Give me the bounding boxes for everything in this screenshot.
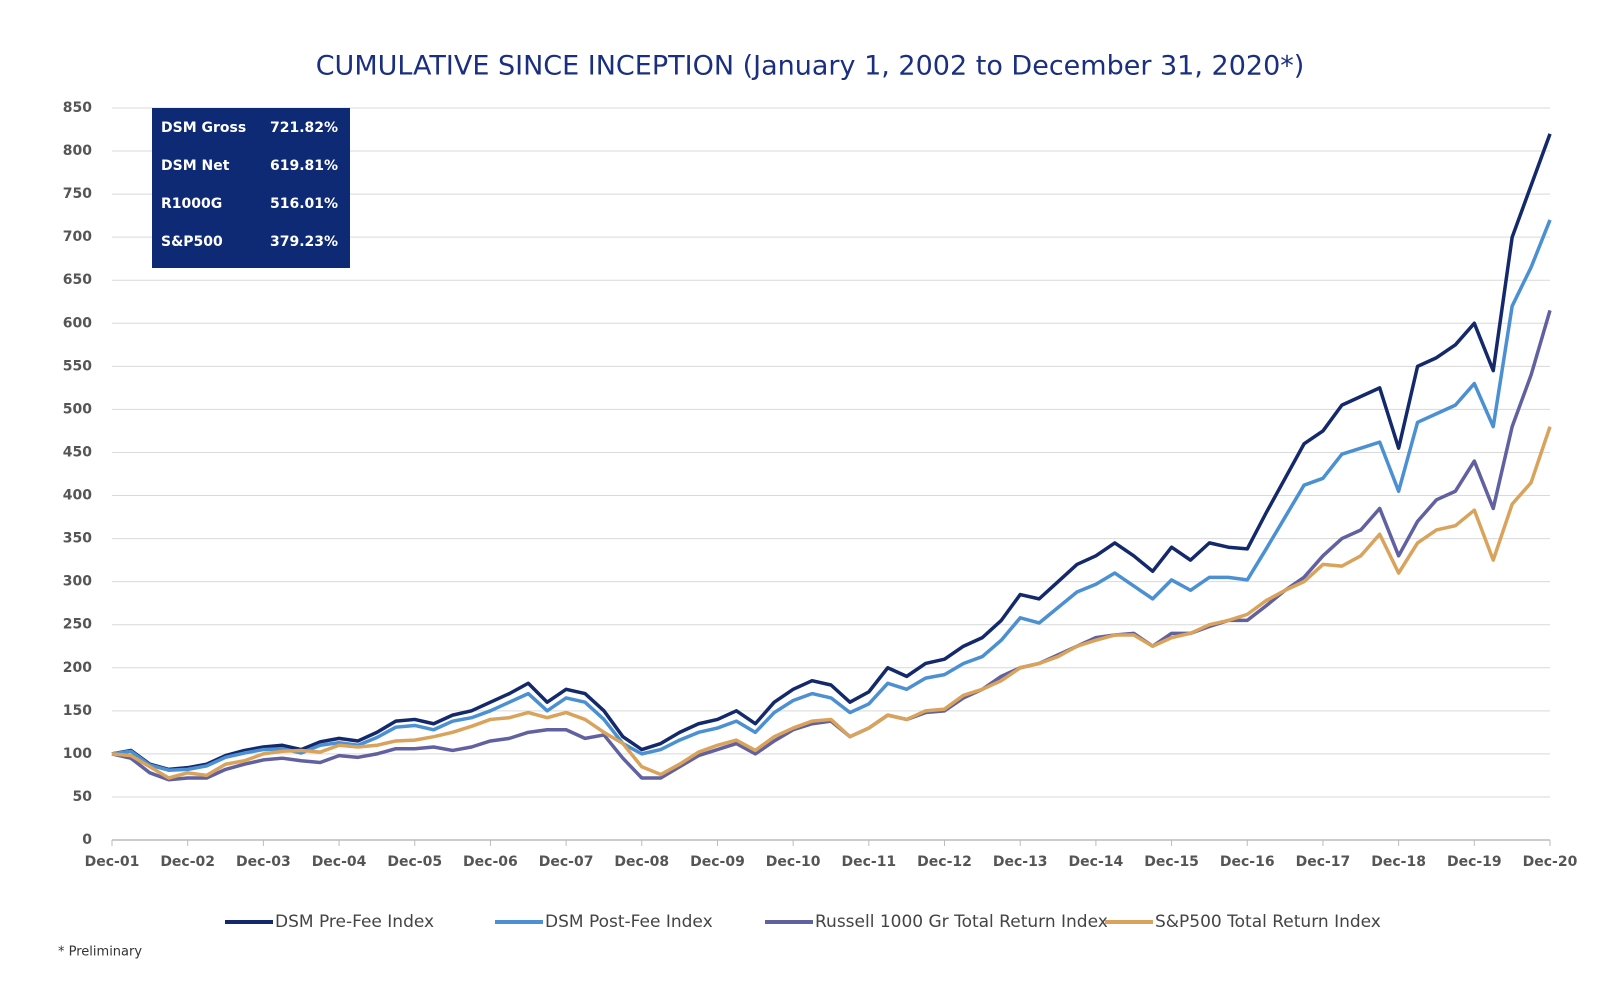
y-tick-label: 550 [63, 358, 92, 374]
summary-value: 516.01% [270, 196, 338, 212]
x-tick-label: Dec-15 [1144, 854, 1199, 870]
y-tick-label: 500 [63, 401, 92, 417]
y-tick-label: 0 [82, 832, 92, 848]
x-tick-label: Dec-04 [312, 854, 367, 870]
x-tick-label: Dec-16 [1220, 854, 1275, 870]
y-tick-label: 850 [63, 100, 92, 116]
legend-label: S&P500 Total Return Index [1155, 912, 1381, 932]
x-tick-label: Dec-13 [993, 854, 1048, 870]
y-tick-label: 450 [63, 444, 92, 460]
x-tick-label: Dec-20 [1523, 854, 1578, 870]
y-tick-label: 300 [63, 574, 92, 590]
y-tick-label: 100 [63, 746, 92, 762]
y-tick-label: 750 [63, 186, 92, 202]
series-line [111, 309, 1552, 782]
y-tick-label: 600 [63, 315, 92, 331]
legend-label: DSM Post-Fee Index [545, 912, 713, 932]
chart-title: CUMULATIVE SINCE INCEPTION (January 1, 2… [316, 51, 1305, 82]
y-tick-label: 800 [63, 143, 92, 159]
legend-label: Russell 1000 Gr Total Return Index [815, 912, 1108, 932]
x-tick-label: Dec-05 [387, 854, 442, 870]
x-tick-label: Dec-09 [690, 854, 745, 870]
y-tick-label: 50 [73, 789, 93, 805]
summary-value: 379.23% [270, 234, 338, 250]
summary-value: 721.82% [270, 120, 338, 136]
y-tick-label: 700 [63, 229, 92, 245]
summary-box [152, 108, 350, 268]
x-tick-label: Dec-18 [1371, 854, 1426, 870]
x-tick-label: Dec-19 [1447, 854, 1502, 870]
y-tick-label: 650 [63, 272, 92, 288]
y-tick-label: 350 [63, 531, 92, 547]
y-tick-label: 400 [63, 488, 92, 504]
y-tick-label: 250 [63, 617, 92, 633]
summary-label: DSM Gross [161, 120, 246, 136]
x-tick-label: Dec-02 [160, 854, 215, 870]
x-tick-label: Dec-10 [766, 854, 821, 870]
series-line [111, 219, 1552, 772]
series-line [111, 133, 1552, 772]
footnote: * Preliminary [58, 945, 142, 960]
x-tick-label: Dec-14 [1069, 854, 1124, 870]
x-tick-label: Dec-12 [917, 854, 972, 870]
summary-label: DSM Net [161, 158, 230, 174]
x-tick-label: Dec-01 [85, 854, 140, 870]
x-tick-label: Dec-03 [236, 854, 291, 870]
y-tick-label: 150 [63, 703, 92, 719]
y-tick-label: 200 [63, 660, 92, 676]
series-line [111, 426, 1552, 780]
legend-label: DSM Pre-Fee Index [275, 912, 434, 932]
x-tick-label: Dec-08 [614, 854, 669, 870]
summary-label: R1000G [161, 196, 222, 212]
summary-label: S&P500 [161, 234, 223, 250]
x-tick-label: Dec-17 [1296, 854, 1351, 870]
x-tick-label: Dec-11 [841, 854, 896, 870]
x-tick-label: Dec-06 [463, 854, 518, 870]
x-tick-label: Dec-07 [539, 854, 594, 870]
summary-value: 619.81% [270, 158, 338, 174]
